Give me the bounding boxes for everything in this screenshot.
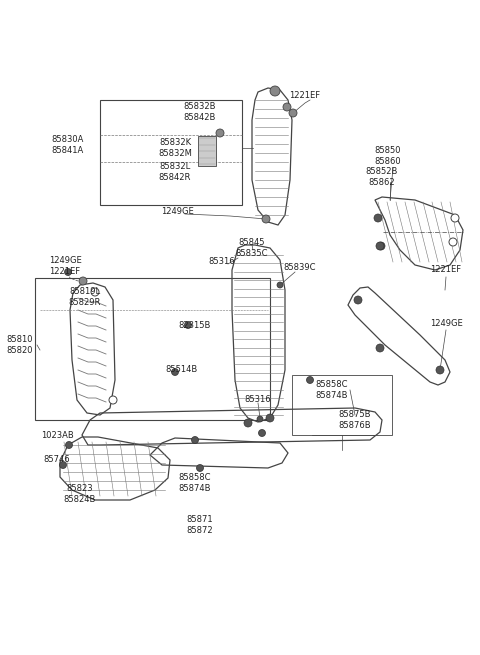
- Text: 1249GE: 1249GE: [161, 206, 193, 215]
- Text: 85819L
85829R: 85819L 85829R: [69, 288, 101, 307]
- Circle shape: [270, 86, 280, 96]
- Circle shape: [354, 296, 362, 304]
- Text: 85514B: 85514B: [165, 365, 197, 375]
- Circle shape: [436, 366, 444, 374]
- Circle shape: [377, 242, 385, 250]
- Text: 82315B: 82315B: [179, 320, 211, 329]
- Circle shape: [171, 369, 179, 375]
- Text: 1221EF: 1221EF: [289, 92, 321, 100]
- Circle shape: [79, 277, 87, 285]
- Text: 85858C
85874B: 85858C 85874B: [316, 381, 348, 400]
- Circle shape: [192, 436, 199, 443]
- Circle shape: [65, 441, 72, 449]
- Text: 85852B
85862: 85852B 85862: [366, 167, 398, 187]
- Circle shape: [266, 414, 274, 422]
- Circle shape: [376, 242, 384, 250]
- Circle shape: [64, 269, 72, 276]
- Text: 85823
85824B: 85823 85824B: [64, 484, 96, 504]
- Circle shape: [257, 416, 263, 422]
- Circle shape: [184, 322, 192, 329]
- Circle shape: [376, 344, 384, 352]
- Text: 85832K
85832M: 85832K 85832M: [158, 138, 192, 158]
- Circle shape: [451, 214, 459, 222]
- Circle shape: [216, 129, 224, 137]
- Text: 85810
85820: 85810 85820: [7, 335, 33, 355]
- Text: 85871
85872: 85871 85872: [187, 515, 213, 534]
- Text: 85316: 85316: [209, 257, 235, 267]
- Circle shape: [283, 103, 291, 111]
- Circle shape: [91, 288, 99, 296]
- Text: 1023AB: 1023AB: [41, 432, 73, 441]
- Text: 85746: 85746: [44, 455, 70, 464]
- Circle shape: [60, 462, 67, 468]
- Circle shape: [259, 430, 265, 436]
- Text: 85858C
85874B: 85858C 85874B: [179, 474, 211, 493]
- Text: 85830A
85841A: 85830A 85841A: [52, 136, 84, 155]
- Text: 85845
85835C: 85845 85835C: [236, 238, 268, 257]
- Text: 85832L
85842R: 85832L 85842R: [159, 162, 191, 181]
- Text: 85875B
85876B: 85875B 85876B: [339, 410, 372, 430]
- Text: 1221EF: 1221EF: [431, 265, 462, 274]
- Text: 85839C: 85839C: [284, 263, 316, 272]
- Circle shape: [277, 282, 283, 288]
- Text: 85832B
85842B: 85832B 85842B: [184, 102, 216, 122]
- Text: 1249GE
1221EF: 1249GE 1221EF: [48, 256, 82, 276]
- Circle shape: [307, 377, 313, 383]
- Circle shape: [289, 109, 297, 117]
- Circle shape: [244, 419, 252, 427]
- Text: 1249GE: 1249GE: [430, 318, 462, 328]
- FancyBboxPatch shape: [198, 136, 216, 166]
- Text: 85316: 85316: [245, 396, 271, 405]
- Circle shape: [196, 464, 204, 472]
- Circle shape: [374, 214, 382, 222]
- Circle shape: [449, 238, 457, 246]
- Circle shape: [109, 396, 117, 404]
- Circle shape: [262, 215, 270, 223]
- Text: 85850
85860: 85850 85860: [375, 146, 401, 166]
